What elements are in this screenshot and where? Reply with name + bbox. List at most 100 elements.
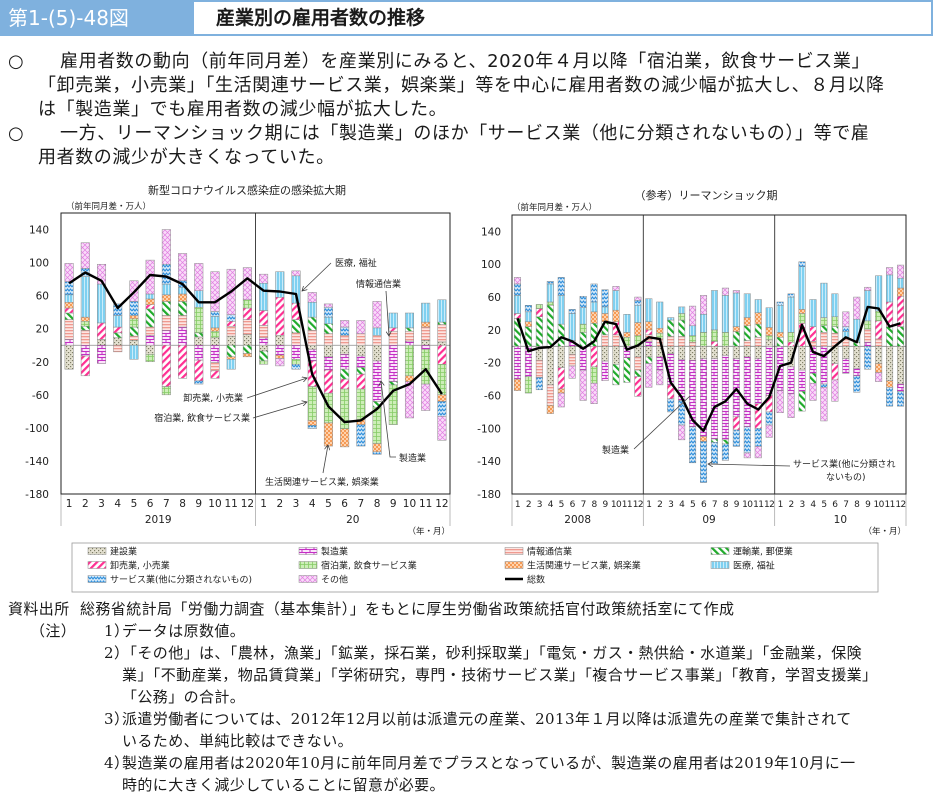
bar-segment-construction — [842, 346, 850, 359]
bar-segment-info — [689, 341, 697, 347]
annotation-info: 情報通信業 — [356, 278, 401, 290]
bar-segment-construction — [754, 346, 762, 359]
bar-segment-services — [700, 441, 708, 483]
bar-segment-retail — [226, 321, 236, 327]
bar-segment-transport — [194, 332, 204, 338]
legend-swatch — [298, 575, 318, 583]
bar-segment-services — [513, 283, 521, 296]
bar-segment-medical — [590, 301, 598, 313]
figure-number: 第1-(5)-48図 — [2, 2, 194, 34]
bar-segment-other — [809, 382, 817, 401]
bar-segment-manufacturing — [743, 356, 751, 427]
bar-segment-manufacturing — [645, 341, 653, 347]
y-tick-label: -60 — [32, 390, 49, 402]
bar-segment-other — [161, 229, 171, 265]
y-tick-label: -100 — [477, 423, 501, 435]
chart-covid-period: 新型コロナウイルス感染症の感染拡大期 （前年同月差・万人） 2019 201401… — [25, 183, 451, 537]
bar-segment-retail — [145, 304, 155, 310]
bar-segment-accommodation — [820, 317, 828, 327]
bar-segment-manufacturing — [601, 360, 609, 382]
bar-segment-living — [546, 405, 554, 414]
note-number: 1） — [104, 622, 130, 640]
bar-segment-retail — [513, 313, 521, 319]
bar-segment-other — [765, 424, 773, 438]
bar-segment-retail — [732, 416, 740, 431]
bar-segment-transport — [129, 326, 139, 337]
x-tick-label: 2 — [657, 500, 662, 510]
bar-segment-transport — [226, 344, 236, 358]
legend-swatch — [710, 547, 730, 555]
annotations-left: 医療, 福祉 情報通信業 卸売業, 小売業 宿泊業, 飲食サービス業 製造業 生… — [154, 257, 426, 488]
bar-segment-living — [612, 309, 620, 322]
charts-figure: 新型コロナウイルス感染症の感染拡大期 （前年同月差・万人） 2019 201401… — [25, 183, 907, 593]
bar-segment-living — [513, 378, 521, 391]
bar-segment-retail — [897, 295, 905, 327]
bar-segment-info — [129, 335, 139, 341]
x-tick-label: 4 — [679, 500, 685, 510]
bar-segment-medical — [689, 325, 697, 336]
x-tick-label: 8 — [854, 500, 860, 510]
bar-segment-retail — [210, 370, 220, 379]
legend-item-transport: 運輸業, 郵便業 — [710, 546, 793, 558]
bar-segment-transport — [80, 325, 90, 331]
bar-segment-accommodation — [259, 360, 269, 365]
bar-segment-other — [145, 259, 155, 295]
bar-segment-other — [721, 287, 729, 296]
note-text: いるため、単純比較はできない。 — [122, 732, 354, 750]
bar-segment-manufacturing — [656, 356, 664, 371]
bar-segment-manufacturing — [421, 344, 431, 350]
bar-segment-manufacturing — [853, 368, 861, 377]
bar-segment-manufacturing — [842, 358, 850, 374]
legend-swatch — [504, 547, 524, 555]
legend-item-living: 生活関連サービス業, 娯楽業 — [504, 560, 641, 572]
legend-swatch — [298, 561, 318, 569]
bar-segment-transport — [546, 305, 554, 347]
x-tick-label: 12 — [895, 500, 905, 510]
bar-segment-construction — [113, 337, 123, 346]
bar-segment-retail — [557, 367, 565, 390]
bar-segment-services — [787, 293, 795, 298]
y-axis-unit-label: （前年同月差・万人） — [512, 202, 597, 213]
bar-segment-accommodation — [242, 299, 252, 309]
bar-segment-services — [579, 295, 587, 308]
bar-segment-construction — [732, 346, 740, 359]
bar-segment-manufacturing — [275, 344, 285, 356]
bar-segment-construction — [700, 346, 708, 359]
bar-segment-medical — [64, 294, 74, 303]
bar-segment-services — [372, 451, 382, 455]
bar-segment-other — [80, 242, 90, 269]
bar-segment-accommodation — [689, 335, 697, 343]
y-tick-label: -100 — [25, 423, 49, 435]
bar-segment-medical — [809, 299, 817, 327]
x-tick-label: 2 — [526, 500, 531, 510]
bar-segment-other — [612, 286, 620, 291]
bar-segment-medical — [623, 314, 631, 333]
bar-segment-other — [820, 387, 828, 422]
x-tick-label: 6 — [570, 500, 576, 510]
bar-segment-other — [853, 296, 861, 320]
bar-segment-other — [645, 363, 653, 388]
bar-segment-info — [612, 334, 620, 347]
x-tick-label: 11 — [753, 500, 763, 510]
bar-segment-transport — [776, 337, 784, 347]
bar-segment-other — [743, 452, 751, 459]
bar-segment-retail — [64, 307, 74, 314]
bar-segment-living — [634, 322, 642, 336]
summary-line: は「製造業」でも雇用者数の減少幅が拡大した。 — [38, 99, 448, 120]
y-tick-label: -180 — [477, 489, 501, 501]
bar-segment-accommodation — [372, 406, 382, 444]
source-text: 総務省統計局「労働力調査（基本集計）」をもとに厚生労働省政策統括官付政策統括室に… — [80, 600, 735, 618]
bar-segment-info — [667, 336, 675, 347]
bar-segment-manufacturing — [291, 344, 301, 360]
bar-segment-construction — [340, 344, 350, 355]
bar-segment-living — [307, 420, 317, 426]
bar-segment-retail — [80, 355, 90, 377]
x-tick-label: 4 — [548, 500, 554, 510]
bar-segment-info — [259, 325, 269, 339]
x-tick-label: 5 — [559, 500, 564, 510]
y-tick-label: -20 — [32, 357, 49, 369]
bar-segment-manufacturing — [754, 358, 762, 404]
bar-segment-other — [259, 273, 269, 284]
x-tick-label: 7 — [581, 500, 586, 510]
bar-segment-other — [678, 424, 686, 441]
